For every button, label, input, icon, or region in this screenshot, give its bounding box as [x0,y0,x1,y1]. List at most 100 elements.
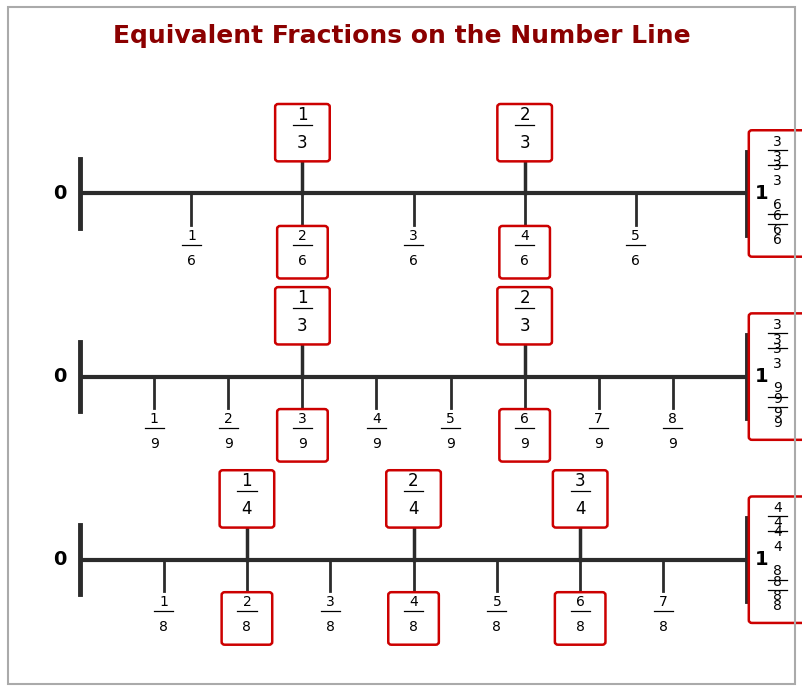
Text: 6: 6 [187,254,196,267]
Text: 6: 6 [520,254,529,267]
Text: 9: 9 [371,437,380,451]
Text: 0: 0 [54,550,67,569]
Text: 2: 2 [519,106,529,124]
Text: 5: 5 [446,413,455,426]
Text: 9: 9 [772,381,781,395]
Text: 9: 9 [772,416,781,430]
FancyBboxPatch shape [275,104,330,162]
Text: Equivalent Fractions on the Number Line: Equivalent Fractions on the Number Line [112,24,690,48]
Text: 4: 4 [241,500,252,518]
Text: 3: 3 [519,134,529,152]
Text: 7: 7 [593,413,602,426]
Text: 3: 3 [772,342,780,356]
Text: 0: 0 [54,367,67,386]
Text: 9: 9 [150,437,159,451]
FancyBboxPatch shape [496,287,551,344]
Text: 9: 9 [298,437,306,451]
Text: 3: 3 [772,150,780,164]
FancyBboxPatch shape [748,496,802,623]
FancyBboxPatch shape [277,409,327,462]
Text: 4: 4 [772,525,780,539]
Text: 1: 1 [159,596,168,609]
Text: 8: 8 [159,620,168,634]
Text: 4: 4 [407,500,419,518]
FancyBboxPatch shape [750,558,802,616]
Text: 6: 6 [630,254,639,267]
Text: 3: 3 [519,317,529,335]
Text: 3: 3 [409,229,417,243]
Text: 4: 4 [772,540,780,554]
Text: 2: 2 [407,472,419,490]
FancyBboxPatch shape [499,226,549,278]
FancyBboxPatch shape [499,409,549,462]
Text: 9: 9 [520,437,529,451]
FancyBboxPatch shape [388,592,438,645]
Text: 3: 3 [772,357,780,371]
Text: 6: 6 [520,413,529,426]
Text: 3: 3 [297,317,307,335]
Text: 1: 1 [754,550,767,569]
FancyBboxPatch shape [275,287,330,344]
Text: 7: 7 [658,596,667,609]
Text: 3: 3 [772,159,780,173]
Text: 1: 1 [187,229,196,243]
Text: 9: 9 [446,437,455,451]
Text: 8: 8 [408,620,418,634]
Text: 3: 3 [297,134,307,152]
Text: 3: 3 [772,135,780,149]
FancyBboxPatch shape [750,376,802,433]
Text: 3: 3 [574,472,585,490]
Text: 8: 8 [492,620,500,634]
Text: 2: 2 [224,413,233,426]
Text: 1: 1 [297,106,307,124]
Text: 8: 8 [772,575,781,589]
Text: 1: 1 [150,413,159,426]
Text: 4: 4 [772,501,780,515]
Text: 9: 9 [224,437,233,451]
FancyBboxPatch shape [496,104,551,162]
Text: 4: 4 [409,596,417,609]
Text: 4: 4 [772,516,780,530]
Text: 8: 8 [575,620,584,634]
Text: 3: 3 [772,333,780,347]
Text: 8: 8 [658,620,667,634]
Text: 8: 8 [326,620,334,634]
Text: 8: 8 [772,589,781,603]
FancyBboxPatch shape [748,131,802,257]
FancyBboxPatch shape [750,193,802,250]
FancyBboxPatch shape [750,507,802,571]
Text: 4: 4 [574,500,585,518]
FancyBboxPatch shape [386,470,440,528]
Text: 9: 9 [772,406,781,419]
Text: 6: 6 [772,233,781,247]
Text: 9: 9 [772,392,781,406]
Text: 1: 1 [241,472,252,490]
Text: 5: 5 [492,596,500,609]
Text: 6: 6 [772,209,781,223]
Text: 6: 6 [408,254,418,267]
Text: 6: 6 [772,223,781,236]
Text: 9: 9 [667,437,676,451]
Text: 2: 2 [242,596,251,609]
Text: 1: 1 [297,289,307,307]
Text: 4: 4 [371,413,380,426]
Text: 3: 3 [298,413,306,426]
Text: 3: 3 [772,318,780,332]
Text: 0: 0 [54,184,67,203]
FancyBboxPatch shape [219,470,273,528]
FancyBboxPatch shape [748,314,802,439]
Text: 3: 3 [326,596,334,609]
FancyBboxPatch shape [552,470,607,528]
Text: 8: 8 [772,599,781,613]
Text: 2: 2 [298,229,306,243]
Text: 6: 6 [298,254,306,267]
FancyBboxPatch shape [277,226,327,278]
FancyBboxPatch shape [554,592,605,645]
Text: 3: 3 [772,174,780,188]
Text: 2: 2 [519,289,529,307]
Text: 6: 6 [575,596,584,609]
Text: 1: 1 [754,367,767,386]
Text: 1: 1 [754,184,767,203]
FancyBboxPatch shape [221,592,272,645]
Text: 8: 8 [667,413,676,426]
